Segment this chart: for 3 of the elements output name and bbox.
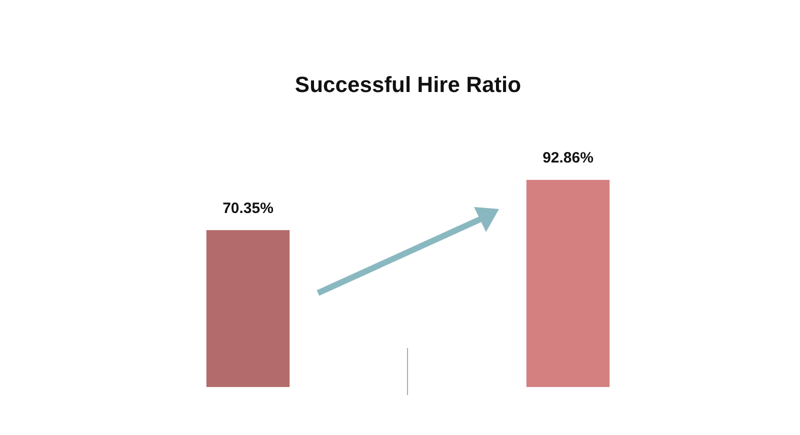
data-label: 92.86% <box>542 150 594 167</box>
data-label: 70.35% <box>222 200 274 217</box>
chart-title: Successful Hire Ratio <box>294 72 522 98</box>
